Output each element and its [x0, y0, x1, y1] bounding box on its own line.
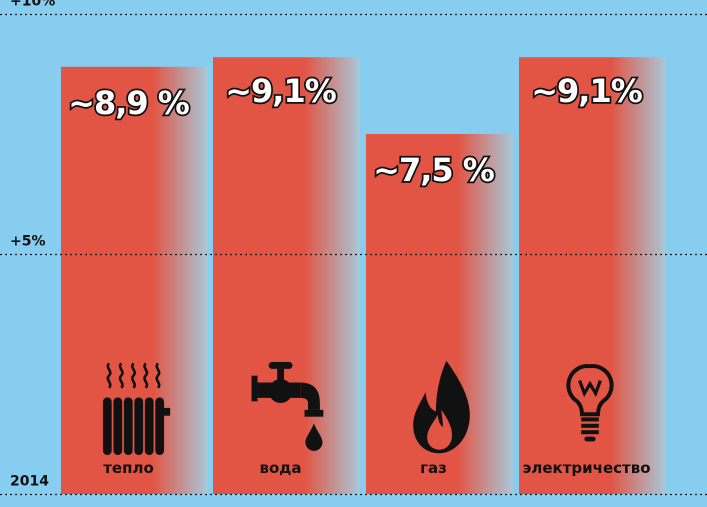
category-label: газ: [420, 459, 447, 477]
bar-4: [519, 57, 666, 494]
y-tick-label: +10%: [10, 0, 55, 10]
y-tick-label: +5%: [10, 234, 46, 250]
value-label: ~7,5 %: [373, 151, 495, 189]
y-tick-label: 2014: [10, 474, 49, 490]
value-label: ~8,9 %: [68, 84, 190, 122]
value-label: ~9,1%: [531, 72, 643, 110]
category-label: тепло: [103, 459, 154, 477]
category-label: вода: [259, 459, 301, 477]
category-label: электричество: [522, 459, 650, 477]
bar-2: [213, 57, 360, 494]
value-label: ~9,1%: [225, 72, 337, 110]
